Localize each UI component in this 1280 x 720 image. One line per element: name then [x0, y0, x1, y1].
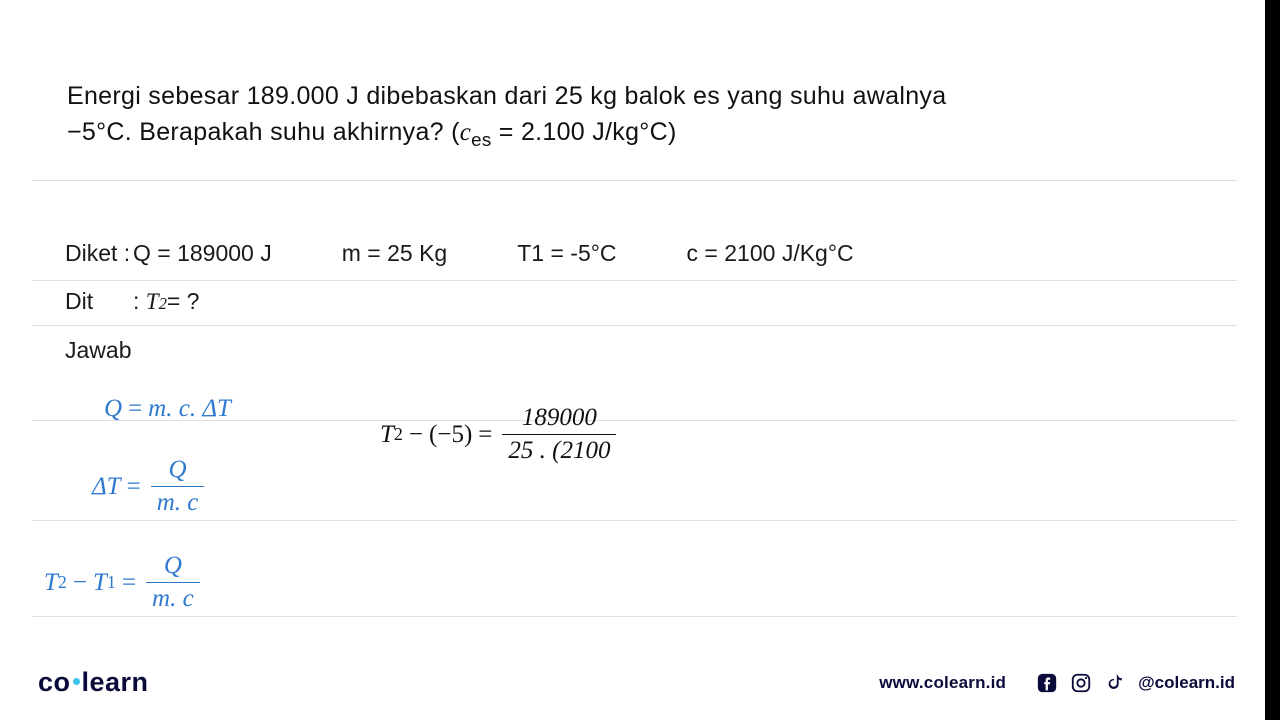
eq1-lhs: Q: [104, 395, 122, 423]
social-handle: @colearn.id: [1138, 673, 1235, 693]
fraction-bar: [151, 486, 205, 487]
question-var-c-sub: es: [471, 129, 491, 150]
logo-part-a: co: [38, 667, 71, 697]
asked-row: Dit : T2 = ?: [65, 288, 1225, 315]
eq3-T2: T: [44, 569, 58, 597]
eq3-T1: T: [93, 569, 107, 597]
given-T1: T1 = -5°C: [517, 240, 616, 267]
eq3-frac-num: Q: [158, 551, 188, 581]
eq3-fraction: Q m. c: [146, 551, 200, 615]
right-border-bar: [1265, 0, 1280, 720]
asked-label: Dit: [65, 288, 133, 315]
page: Energi sebesar 189.000 J dibebaskan dari…: [0, 0, 1265, 720]
eq3-minus: −: [67, 569, 93, 597]
eq3-T2-sub: 2: [58, 572, 67, 593]
fraction-bar: [146, 582, 200, 583]
eq4-frac-den: 25 . (2100: [502, 436, 616, 466]
eq4-paren-open: (: [429, 421, 437, 449]
given-values: Q = 189000 J m = 25 Kg T1 = -5°C c = 210…: [133, 240, 854, 267]
question-text: Energi sebesar 189.000 J dibebaskan dari…: [67, 78, 1225, 153]
logo-part-b: learn: [82, 667, 149, 697]
site-url: www.colearn.id: [879, 673, 1006, 693]
question-var-c: c: [460, 119, 471, 146]
eq4-paren-close: ): [464, 421, 472, 449]
eq3-op: =: [116, 569, 142, 597]
math-region: Q = m. c. ΔT ΔT = Q m. c T2 − T1 = Q m. …: [32, 375, 1237, 640]
eq2-lhs: ΔT: [92, 473, 121, 501]
asked-var-sub: 2: [159, 294, 167, 314]
given-row: Diket : Q = 189000 J m = 25 Kg T1 = -5°C…: [65, 240, 1225, 267]
eq4-T2: T: [380, 421, 394, 449]
eq2-op: =: [121, 473, 147, 501]
asked-colon: :: [133, 288, 139, 315]
instagram-icon: [1070, 672, 1092, 694]
answer-label: Jawab: [65, 337, 131, 364]
footer-right: www.colearn.id @colearn.id: [879, 672, 1235, 694]
fraction-bar: [502, 434, 616, 435]
eq2-frac-num: Q: [162, 455, 192, 485]
divider: [32, 280, 1237, 281]
equation-1: Q = m. c. ΔT: [104, 395, 231, 423]
divider: [32, 325, 1237, 326]
eq3-frac-den: m. c: [146, 584, 200, 614]
given-m: m = 25 Kg: [342, 240, 447, 267]
eq4-minus: −: [403, 421, 429, 449]
eq2-frac-den: m. c: [151, 488, 205, 518]
eq4-fraction: 189000 25 . (2100: [502, 403, 616, 467]
answer-label-row: Jawab: [65, 337, 1225, 364]
tiktok-icon: [1104, 672, 1126, 694]
divider: [32, 180, 1237, 181]
asked-eq: = ?: [167, 288, 200, 315]
given-Q: Q = 189000 J: [133, 240, 272, 267]
facebook-icon: [1036, 672, 1058, 694]
question-line2a: −5°C. Berapakah suhu akhirnya? (: [67, 118, 460, 146]
equation-3: T2 − T1 = Q m. c: [44, 551, 204, 615]
eq1-op: =: [122, 395, 148, 423]
eq2-fraction: Q m. c: [151, 455, 205, 519]
eq4-op: =: [472, 421, 498, 449]
eq4-frac-num: 189000: [516, 403, 603, 433]
given-c: c = 2100 J/Kg°C: [687, 240, 854, 267]
logo-dot-icon: [73, 678, 80, 685]
question-line2b: = 2.100 J/kg°C): [492, 118, 677, 146]
eq3-T1-sub: 1: [107, 572, 116, 593]
footer: colearn www.colearn.id @colearn.id: [38, 667, 1235, 698]
eq1-rhs: m. c. ΔT: [148, 395, 231, 423]
eq4-neg5: −5: [437, 421, 464, 449]
given-label: Diket :: [65, 240, 133, 267]
equation-2: ΔT = Q m. c: [92, 455, 208, 519]
question-line1: Energi sebesar 189.000 J dibebaskan dari…: [67, 82, 946, 110]
brand-logo: colearn: [38, 667, 149, 698]
eq4-T2-sub: 2: [394, 424, 403, 445]
asked-var: T: [146, 289, 159, 315]
equation-4: T2 − (−5) = 189000 25 . (2100: [380, 403, 620, 467]
